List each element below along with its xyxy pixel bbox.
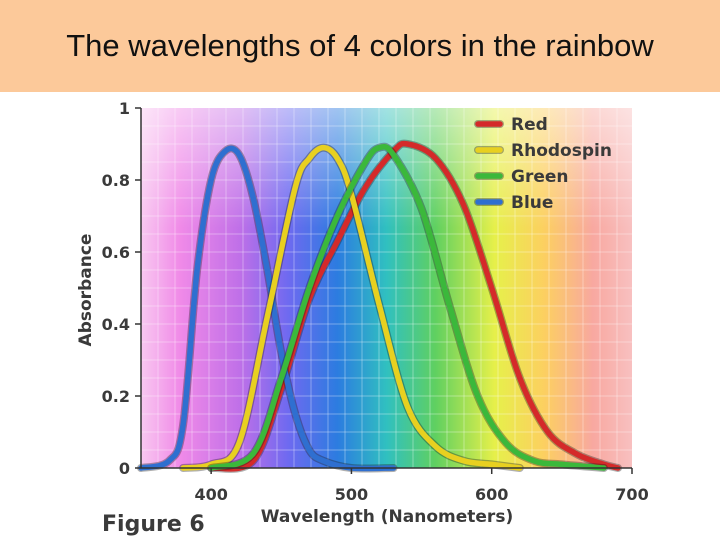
title-bar: The wavelengths of 4 colors in the rainb…	[0, 0, 720, 92]
series-green-line	[208, 143, 607, 471]
y-tick-label: 0.6	[102, 243, 130, 262]
slide-title: The wavelengths of 4 colors in the rainb…	[66, 28, 654, 63]
top-haze	[141, 108, 632, 228]
legend: Red Rhodospin Green Blue	[474, 115, 612, 213]
y-tick-label: 0	[119, 459, 130, 478]
y-tick-label: 0.4	[102, 315, 130, 334]
legend-label-blue: Blue	[511, 193, 553, 213]
curve-shading	[141, 108, 632, 228]
x-tick-label: 500	[335, 485, 368, 504]
curves	[137, 139, 622, 473]
figure-label: Figure 6	[102, 512, 205, 537]
series-rhodospin-line	[180, 144, 523, 471]
legend-label-red: Red	[511, 115, 548, 135]
y-tick-label: 0.2	[102, 387, 130, 406]
x-axis-label: Wavelength (Nanometers)	[261, 507, 513, 527]
y-axis-label: Absorbance	[76, 234, 96, 347]
x-tick-label: 700	[615, 485, 648, 504]
x-tick-label: 400	[194, 485, 227, 504]
grid	[141, 108, 632, 468]
x-tick-label: 600	[475, 485, 508, 504]
ticks: 400 500 600 700 0 0.2 0.4 0.6 0.8 1	[102, 99, 649, 504]
legend-label-rhodospin: Rhodospin	[511, 141, 612, 161]
series-blue-line	[138, 145, 397, 472]
series-red-line	[208, 140, 621, 472]
y-tick-label: 1	[119, 99, 130, 118]
legend-label-green: Green	[511, 167, 569, 187]
y-tick-label: 0.8	[102, 171, 130, 190]
